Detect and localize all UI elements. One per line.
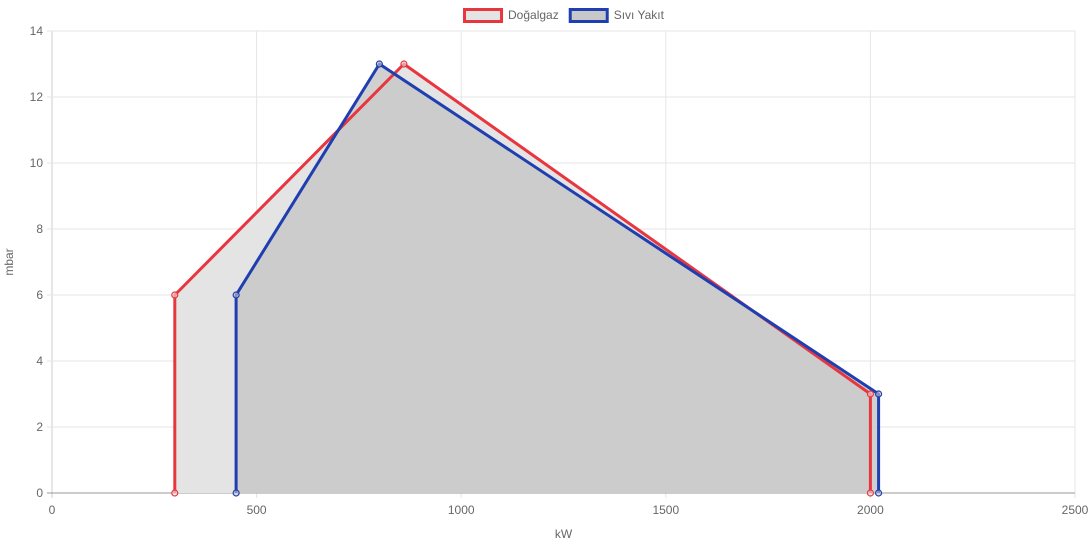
data-point[interactable] <box>874 390 883 398</box>
data-point[interactable] <box>171 291 179 299</box>
y-tick-label: 12 <box>30 90 44 104</box>
y-tick-label: 2 <box>36 420 43 434</box>
legend: Doğalgaz Sıvı Yakıt <box>463 8 665 23</box>
x-tick-label: 1500 <box>652 503 679 517</box>
x-tick-label: 0 <box>49 503 56 517</box>
data-point[interactable] <box>232 489 240 497</box>
data-point[interactable] <box>375 60 383 68</box>
y-tick-label: 4 <box>36 354 43 368</box>
data-point[interactable] <box>171 489 179 497</box>
x-tick-label: 2000 <box>857 503 884 517</box>
x-tick-label: 2500 <box>1062 503 1089 517</box>
data-point[interactable] <box>866 390 875 398</box>
grid <box>47 30 1076 498</box>
data-point[interactable] <box>400 60 408 68</box>
x-axis-title: kW <box>555 527 573 541</box>
data-point[interactable] <box>874 489 883 497</box>
data-point[interactable] <box>866 489 875 497</box>
legend-swatch[interactable] <box>568 8 609 23</box>
y-tick-label: 10 <box>30 156 44 170</box>
y-tick-label: 0 <box>36 486 43 500</box>
data-point[interactable] <box>232 291 240 299</box>
y-tick-label: 8 <box>36 222 43 236</box>
y-axis-ticks: 0 2 4 6 8 10 12 14 <box>30 24 44 500</box>
legend-label: Doğalgaz <box>508 8 559 22</box>
y-tick-label: 14 <box>30 24 44 38</box>
series-points <box>171 60 883 497</box>
series-area-1 <box>236 64 879 493</box>
x-tick-label: 500 <box>247 503 267 517</box>
x-axis-ticks: 0 500 1000 1500 2000 2500 <box>49 503 1089 517</box>
legend-label: Sıvı Yakıt <box>614 8 665 22</box>
y-axis-title: mbar <box>2 248 16 275</box>
legend-swatch[interactable] <box>463 8 504 23</box>
area-fills <box>174 64 879 493</box>
x-tick-label: 1000 <box>448 503 475 517</box>
y-tick-label: 6 <box>36 288 43 302</box>
